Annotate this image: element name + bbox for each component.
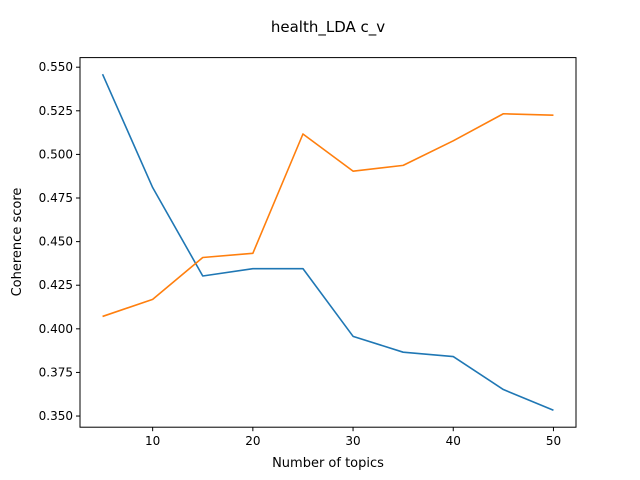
series-line-1 (101, 73, 554, 412)
y-tick-label: 0.450 (39, 235, 73, 249)
plot-frame (79, 57, 577, 428)
x-axis-label: Number of topics (272, 456, 384, 471)
x-tick-label: 10 (145, 434, 160, 448)
x-tick-label: 40 (446, 434, 461, 448)
x-tick-label: 30 (345, 434, 360, 448)
x-tick-label: 50 (546, 434, 561, 448)
y-tick-label: 0.550 (39, 60, 73, 74)
series-line-2 (102, 112, 554, 318)
x-axis: 10 20 30 40 50 (145, 427, 561, 448)
y-tick-label: 0.375 (39, 365, 73, 379)
x-tick-label: 20 (245, 434, 260, 448)
y-tick-label: 0.525 (39, 104, 73, 118)
y-tick-label: 0.500 (39, 147, 73, 161)
y-tick-label: 0.400 (39, 322, 73, 336)
y-tick-label: 0.425 (39, 278, 73, 292)
y-tick-label: 0.350 (39, 409, 73, 423)
y-axis: 0.350 0.375 0.400 0.425 0.450 0.475 0.500 0.525… (39, 60, 80, 423)
chart-title: health_LDA c_v (271, 18, 385, 37)
y-tick-label: 0.475 (39, 191, 73, 205)
y-axis-label: Coherence score (10, 188, 25, 297)
series-layer (101, 73, 554, 412)
